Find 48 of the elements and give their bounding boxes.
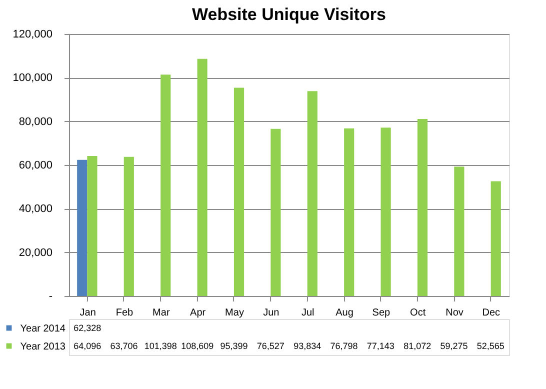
x-tick-label: May (225, 308, 244, 318)
x-tick-label: Nov (446, 308, 464, 318)
data-label: 63,706 (110, 341, 138, 351)
legend-label: Year 2013 (20, 342, 66, 352)
y-tick-label: 60,000 (18, 160, 52, 172)
x-tick-label: Apr (190, 308, 206, 318)
x-tick-label: Mar (152, 308, 170, 318)
chart-title: Website Unique Visitors (192, 5, 386, 24)
bar (87, 156, 98, 296)
bar (417, 118, 428, 296)
x-tick-label: Feb (116, 308, 134, 318)
data-label: 52,565 (476, 341, 504, 351)
x-tick-label: Jul (301, 308, 314, 318)
data-label: 76,527 (256, 341, 284, 351)
x-tick-label: Dec (482, 308, 500, 318)
x-tick-label: Jun (263, 308, 280, 318)
data-label: 77,143 (366, 341, 394, 351)
y-tick-label: - (48, 290, 53, 302)
bar (77, 160, 88, 296)
bar (234, 88, 244, 296)
legend-label: Year 2014 (20, 324, 66, 334)
data-label: 81,072 (404, 341, 432, 351)
bar (454, 166, 464, 296)
bar (124, 156, 134, 296)
data-label: 62,328 (74, 323, 102, 333)
y-tick-label: 80,000 (18, 116, 52, 128)
data-label: 76,798 (330, 341, 358, 351)
y-tick-label: 120,000 (12, 28, 52, 40)
x-tick-label: Oct (410, 308, 426, 318)
bar (270, 128, 281, 296)
x-tick-label: Sep (372, 308, 390, 318)
bar (197, 58, 208, 296)
y-tick-label: 20,000 (18, 246, 52, 259)
data-label: 95,399 (220, 341, 248, 351)
bar (160, 74, 171, 296)
bar (307, 91, 318, 296)
bar (344, 128, 354, 296)
x-tick-label: Aug (336, 308, 354, 318)
x-tick-label: Jan (80, 308, 96, 318)
data-label: 101,398 (144, 341, 177, 351)
bar (490, 181, 501, 296)
y-tick-label: 40,000 (18, 203, 52, 216)
data-label: 64,096 (74, 341, 102, 351)
data-label: 108,609 (181, 341, 214, 351)
bar (380, 128, 391, 296)
data-label: 59,275 (440, 341, 468, 351)
data-label: 93,834 (294, 341, 322, 351)
y-tick-label: 100,000 (12, 72, 52, 84)
